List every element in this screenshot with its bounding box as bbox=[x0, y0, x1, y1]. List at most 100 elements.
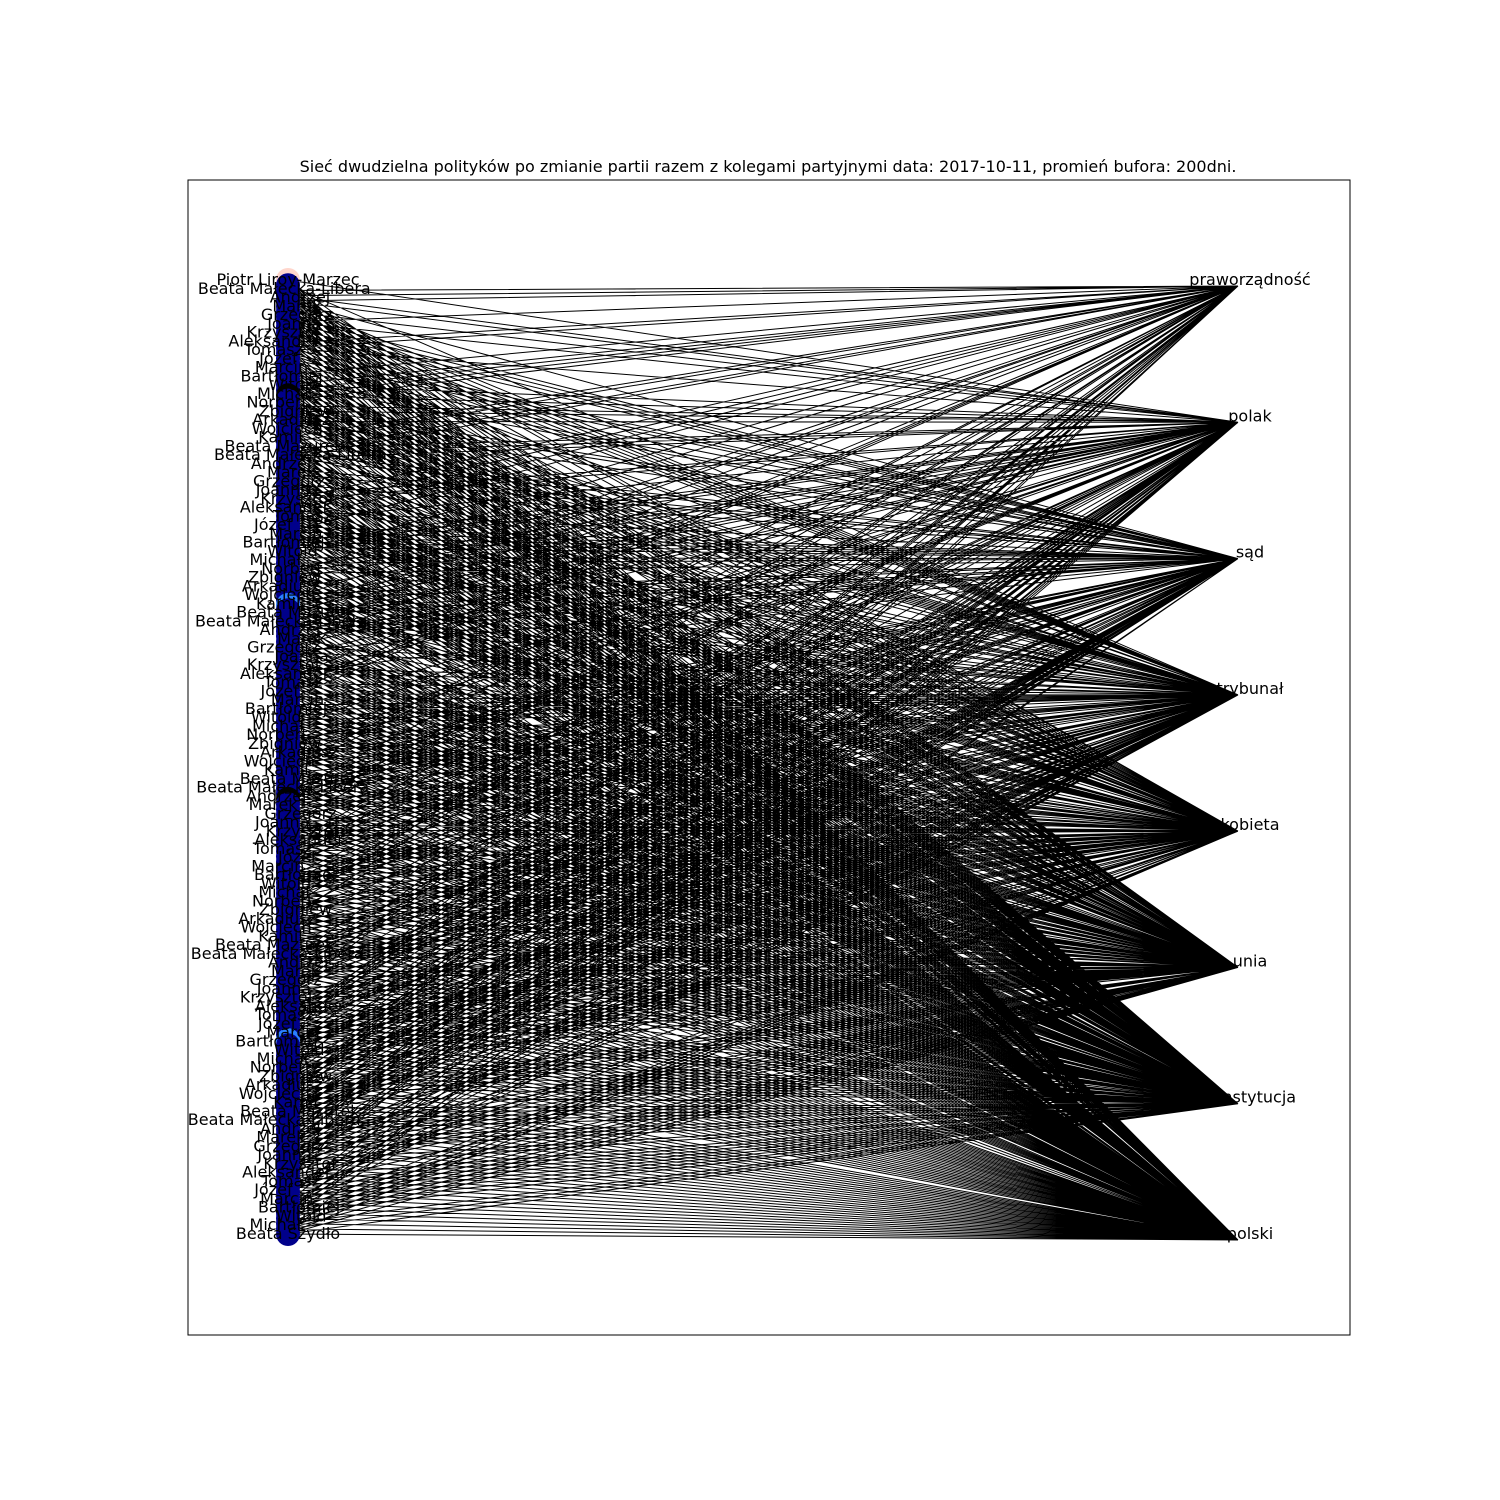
keyword-label: polak bbox=[1228, 406, 1272, 425]
politician-label: Krzysztof bbox=[266, 821, 340, 840]
politician-label: Zbigniew bbox=[259, 900, 332, 919]
politician-label: Kamil bbox=[256, 594, 301, 613]
politician-label: Witold bbox=[269, 375, 320, 394]
politician-label: Tomasz bbox=[260, 1172, 320, 1191]
politician-label: Beata Małecka-Libera bbox=[214, 445, 387, 464]
politician-label: Tomasz bbox=[254, 1005, 314, 1024]
politician-label: Józef bbox=[253, 515, 293, 534]
politician-label: Tomasz bbox=[272, 506, 332, 525]
politician-label: Józef bbox=[257, 1014, 297, 1033]
politician-node-layer bbox=[276, 268, 300, 1246]
politician-label: Michał bbox=[257, 1049, 309, 1068]
politician-label: Tomasz bbox=[263, 673, 323, 692]
politician-label: Grzegorz bbox=[253, 471, 325, 490]
politician-label: Zbigniew bbox=[248, 734, 321, 753]
politician-label: Andrzej bbox=[251, 454, 312, 473]
politician-label: Kamil bbox=[273, 1093, 318, 1112]
politician-label: Grzegorz bbox=[247, 638, 319, 657]
keyword-label: unia bbox=[1233, 951, 1268, 970]
politician-label: Józef bbox=[258, 349, 298, 368]
politician-label: Beata Mazurek bbox=[240, 1102, 360, 1121]
politician-label: Beata Małecka-Libera bbox=[195, 611, 368, 630]
politician-label: Michał bbox=[258, 883, 310, 902]
politician-label: Aleksander bbox=[242, 1163, 332, 1182]
politician-label: Bartłomiej bbox=[235, 1031, 317, 1050]
keyword-label: praworządność bbox=[1189, 270, 1310, 289]
politician-label: Marek bbox=[249, 795, 299, 814]
politician-label: Marek bbox=[271, 961, 321, 980]
politician-label: Andrzej bbox=[268, 953, 329, 972]
politician-label: Beata Mazurek bbox=[240, 769, 360, 788]
politician-label: Witold bbox=[251, 708, 302, 727]
plot-frame bbox=[187, 179, 1351, 1336]
politician-label: Beata Małecka-Libera bbox=[191, 944, 364, 963]
politician-label: Beata Mazurek bbox=[236, 603, 356, 622]
politician-label: Bartłomiej bbox=[254, 865, 336, 884]
politician-label: Joanna bbox=[266, 314, 321, 333]
politician-label: Marcin bbox=[269, 524, 322, 543]
politician-label: Andrzej bbox=[260, 620, 321, 639]
politician-label: Arkadiusz bbox=[238, 909, 316, 928]
politician-label: Marcin bbox=[271, 690, 324, 709]
politician-label: Krzysztof bbox=[247, 323, 321, 342]
politician-label: Tomasz bbox=[243, 340, 303, 359]
politician-label: Witold bbox=[267, 541, 318, 560]
politician-label: Józef bbox=[260, 681, 300, 700]
politician-label: Michał bbox=[250, 1215, 302, 1234]
politician-label: Norbert bbox=[261, 559, 322, 578]
politician-label: Marek bbox=[267, 463, 317, 482]
politician-label: Bartłomiej bbox=[240, 366, 322, 385]
politician-label: Beata Mazurek bbox=[225, 436, 345, 455]
politician-label: Wojciech bbox=[252, 419, 323, 438]
politician-label: Joanna bbox=[256, 979, 311, 998]
politician-label: Józef bbox=[253, 1180, 293, 1199]
politician-label: Józef bbox=[277, 848, 317, 867]
politician-label: Norbert bbox=[250, 1058, 311, 1077]
politician-label: Krzysztof bbox=[247, 655, 321, 674]
politician-label: Witold bbox=[276, 1207, 327, 1226]
politician-label: Marek bbox=[272, 296, 322, 315]
politician-label: Marcin bbox=[255, 358, 308, 377]
keyword-label: polski bbox=[1227, 1224, 1273, 1243]
politician-label: Zbigniew bbox=[259, 1067, 332, 1086]
politician-label: Bartłomiej bbox=[258, 1198, 340, 1217]
politician-node bbox=[276, 1222, 300, 1246]
politician-label: Arkadiusz bbox=[245, 1075, 323, 1094]
politician-label: Aleksander bbox=[240, 664, 330, 683]
politician-label: Kamil bbox=[258, 428, 303, 447]
politician-label: Norbert bbox=[246, 725, 307, 744]
politician-label: Arkadiusz bbox=[252, 410, 330, 429]
politician-label: Marcin bbox=[266, 1023, 319, 1042]
politician-label: Marek bbox=[256, 1128, 306, 1147]
politician-label: Norbert bbox=[247, 393, 308, 412]
politician-label: Aleksander bbox=[228, 331, 318, 350]
politician-label: Wojciech bbox=[241, 918, 312, 937]
politician-label: Grzegorz bbox=[250, 970, 322, 989]
politician-label: Michał bbox=[257, 384, 309, 403]
politician-label: Aleksander bbox=[255, 996, 345, 1015]
politician-label: Joanna bbox=[254, 813, 309, 832]
politician-label: Beata Szydło bbox=[236, 1224, 340, 1243]
politician-label: Arkadiusz bbox=[260, 743, 338, 762]
politician-label: Beata Małecka-Libera bbox=[198, 279, 371, 298]
politician-label: Zbigniew bbox=[259, 401, 332, 420]
politician-label: Arkadiusz bbox=[242, 576, 320, 595]
politician-label: Wojciech bbox=[244, 585, 315, 604]
chart-title: Sieć dwudzielna polityków po zmianie par… bbox=[300, 157, 1237, 176]
politician-label: Krzysztof bbox=[240, 988, 314, 1007]
politician-label: Norbert bbox=[252, 891, 313, 910]
politician-label: Marek bbox=[277, 629, 327, 648]
politician-label: Witold bbox=[261, 874, 312, 893]
politician-label: Aleksander bbox=[254, 830, 344, 849]
politician-label: Kamil bbox=[258, 926, 303, 945]
politician-label: Kamil bbox=[264, 760, 309, 779]
politician-label: Marcin bbox=[251, 856, 304, 875]
politician-label: Beata Mazurek bbox=[215, 935, 335, 954]
edge-layer bbox=[287, 279, 1239, 1241]
politician-label: Krzysztof bbox=[263, 1154, 337, 1173]
keyword-label: konstytucja bbox=[1204, 1088, 1296, 1107]
politician-label: Beata Małecka-Libera bbox=[188, 1110, 361, 1129]
politician-label: Tomasz bbox=[252, 839, 312, 858]
